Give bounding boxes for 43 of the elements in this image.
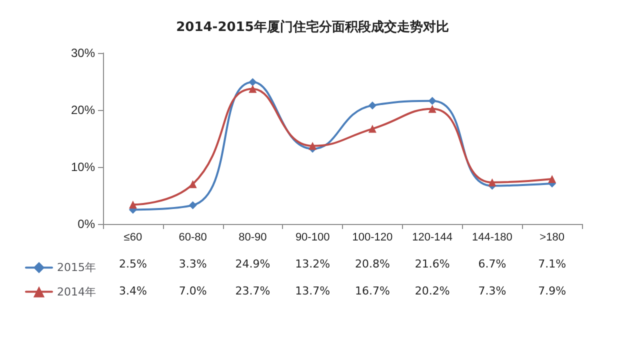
- legend-label: 2015年: [57, 261, 96, 274]
- x-tick-label: 80-90: [238, 232, 267, 244]
- data-label: 21.6%: [414, 258, 450, 270]
- point: [128, 200, 137, 209]
- x-tick-label: 144-180: [472, 232, 512, 244]
- data-label: 13.7%: [295, 284, 330, 298]
- data-label: 2.5%: [118, 258, 147, 270]
- point: [248, 78, 257, 86]
- point: [428, 96, 436, 105]
- point: [188, 180, 197, 188]
- chart-title: 2014-2015年厦门住宅分面积段成交走势对比: [176, 19, 449, 35]
- point: [548, 174, 556, 183]
- x-tick-label: 120-144: [412, 232, 452, 244]
- y-tick-label: 30%: [70, 46, 96, 60]
- point: [428, 104, 436, 113]
- x-tick-label: ≤60: [124, 232, 142, 244]
- data-label: 7.3%: [478, 284, 506, 298]
- point: [368, 101, 376, 110]
- data-label: 20.2%: [414, 284, 450, 298]
- y-tick-label: 0%: [78, 217, 96, 231]
- data-label: 3.4%: [118, 284, 147, 298]
- data-label: 24.9%: [235, 258, 270, 270]
- data-label: 7.0%: [178, 284, 207, 298]
- data-label: 3.3%: [178, 258, 207, 270]
- y-tick-label: 10%: [70, 160, 96, 174]
- y-tick-label: 20%: [70, 103, 96, 117]
- x-tick-label: 90-100: [295, 232, 330, 244]
- data-label: 20.8%: [354, 258, 390, 270]
- x-tick-label: 60-80: [178, 232, 207, 244]
- x-tick-label: >180: [540, 232, 564, 244]
- point: [368, 124, 376, 133]
- data-label: 13.2%: [295, 258, 330, 270]
- data-label: 6.7%: [478, 258, 506, 270]
- data-label: 23.7%: [235, 284, 270, 298]
- point: [248, 84, 257, 93]
- data-label: 16.7%: [354, 284, 390, 298]
- data-label: 7.1%: [538, 258, 566, 270]
- point: [488, 178, 496, 186]
- legend-label: 2014年: [57, 285, 96, 298]
- data-label: 7.9%: [538, 284, 566, 298]
- x-tick-label: 100-120: [352, 232, 393, 244]
- point: [188, 201, 197, 210]
- point: [308, 142, 317, 150]
